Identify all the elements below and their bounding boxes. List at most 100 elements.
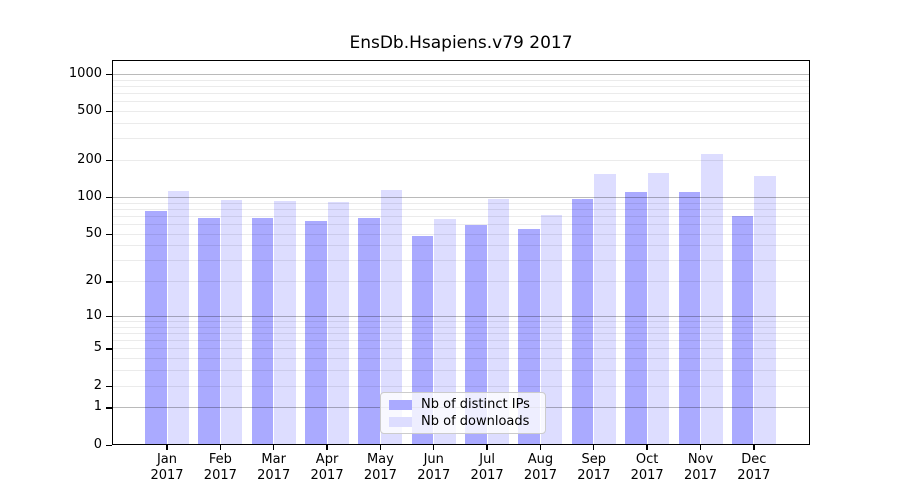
legend-row-ips: Nb of distinct IPs	[389, 397, 537, 412]
x-axis-tick-label: May 2017	[352, 452, 408, 484]
gridline-minor	[112, 320, 810, 322]
x-axis-tick-label: Apr 2017	[299, 452, 355, 484]
x-label-month: Apr	[315, 452, 339, 467]
x-label-year: 2017	[470, 468, 504, 483]
x-axis-tick	[539, 445, 542, 450]
bar-downloads-oct	[647, 173, 670, 445]
x-label-year: 2017	[310, 468, 344, 483]
y-axis-tick	[106, 315, 112, 318]
y-axis-tick-label: 50	[85, 225, 102, 241]
plot-area	[112, 60, 810, 445]
y-axis-tick	[106, 348, 112, 350]
x-axis-tick-label: Sep 2017	[566, 452, 622, 484]
y-axis-tick	[106, 111, 112, 113]
x-axis-tick	[699, 445, 702, 450]
x-axis-tick-label: Nov 2017	[673, 452, 729, 484]
y-axis-tick	[106, 407, 112, 409]
bar-ips-sep	[571, 199, 594, 445]
gridline-major	[112, 73, 810, 75]
gridline-minor	[112, 202, 810, 204]
x-axis-tick	[646, 445, 648, 450]
gridline-minor	[112, 101, 810, 103]
gridline-minor	[112, 160, 810, 162]
y-axis-tick-label: 2	[93, 377, 102, 393]
x-label-year: 2017	[523, 468, 557, 483]
x-axis-tick-label: Jul 2017	[459, 452, 515, 484]
gridline-minor	[112, 370, 810, 372]
x-axis-tick-label: Jun 2017	[406, 452, 462, 484]
gridline-minor	[112, 208, 810, 210]
bar-ips-dec	[731, 215, 754, 445]
gridline-minor	[112, 111, 810, 113]
y-axis-tick-label: 0	[93, 436, 102, 452]
gridline-minor	[112, 348, 810, 350]
x-axis-tick	[219, 445, 222, 450]
x-label-month: Nov	[687, 452, 714, 467]
x-label-year: 2017	[737, 468, 771, 483]
x-label-year: 2017	[630, 468, 664, 483]
x-label-month: Mar	[261, 452, 286, 467]
legend: Nb of distinct IPs Nb of downloads	[380, 392, 546, 434]
gridline-minor	[112, 233, 810, 235]
x-axis-tick	[273, 445, 275, 450]
bar-downloads-feb	[220, 199, 243, 445]
bar-ips-nov	[678, 192, 700, 445]
x-label-year: 2017	[257, 468, 291, 483]
x-label-year: 2017	[417, 468, 451, 483]
bar-ips-apr	[305, 221, 327, 445]
gridline-minor	[112, 79, 810, 81]
x-axis-tick	[593, 445, 595, 450]
x-axis-tick-label: Oct 2017	[619, 452, 675, 484]
bar-ips-aug	[518, 229, 540, 445]
grid-layer	[112, 60, 810, 445]
x-axis-tick-label: Feb 2017	[192, 452, 248, 484]
gridline-major	[112, 196, 810, 198]
bar-downloads-may	[380, 190, 403, 445]
bar-ips-may	[358, 217, 380, 445]
gridline-minor	[112, 122, 810, 124]
chart-title: EnsDb.Hsapiens.v79 2017	[349, 33, 573, 53]
gridline-minor	[112, 326, 810, 328]
x-axis-tick-label: Jan 2017	[139, 452, 195, 484]
y-axis-tick-label: 10	[85, 307, 102, 323]
bar-ips-jan	[145, 210, 167, 445]
x-label-year: 2017	[683, 468, 718, 483]
x-axis-tick-label: Mar 2017	[246, 452, 302, 484]
bar-downloads-sep	[594, 174, 616, 445]
y-axis-tick	[106, 385, 112, 387]
legend-swatch-downloads-icon	[389, 416, 412, 427]
x-axis-tick	[433, 445, 435, 450]
y-axis-tick-label: 200	[77, 152, 102, 168]
gridline-minor	[112, 245, 810, 247]
gridline-minor	[112, 93, 810, 95]
bar-ips-jul	[465, 224, 487, 445]
gridline-minor	[112, 85, 810, 87]
y-axis-tick	[106, 444, 112, 446]
bar-downloads-jun	[434, 219, 456, 445]
legend-row-downloads: Nb of downloads	[389, 414, 537, 429]
x-label-month: Feb	[208, 452, 232, 467]
x-axis-tick-label: Aug 2017	[512, 452, 568, 484]
gridline-major	[112, 315, 810, 317]
bar-downloads-jul	[487, 198, 510, 445]
x-axis-tick	[486, 445, 488, 450]
y-axis-tick	[106, 233, 112, 235]
y-axis-tick-label: 100	[77, 188, 102, 204]
gridline-minor	[112, 138, 810, 140]
bar-ips-feb	[198, 217, 220, 445]
x-label-year: 2017	[150, 468, 184, 483]
y-axis-tick	[106, 281, 112, 283]
x-axis-tick	[166, 445, 168, 450]
x-label-year: 2017	[577, 468, 611, 483]
x-label-month: May	[366, 452, 394, 467]
y-axis-tick-label: 5	[93, 340, 102, 356]
legend-label-downloads: Nb of downloads	[421, 414, 530, 429]
bar-ips-mar	[251, 217, 274, 445]
gridline-minor	[112, 260, 810, 262]
x-label-month: Oct	[635, 452, 659, 467]
x-axis-tick	[326, 445, 328, 450]
bar-ips-oct	[625, 192, 647, 445]
gridline-minor	[112, 385, 810, 387]
x-label-month: Jun	[423, 452, 444, 467]
